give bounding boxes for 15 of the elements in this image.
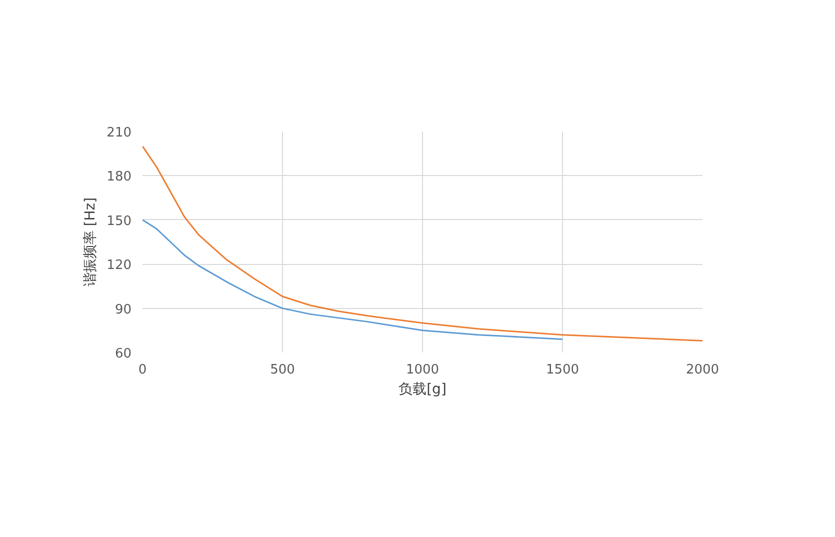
y-tick-label: 60	[114, 346, 132, 362]
x-axis-title: 负载[g]	[398, 382, 446, 398]
y-tick-label: 150	[106, 214, 132, 229]
x-tick-label: 1000	[406, 362, 440, 378]
y-tick-label: 180	[106, 170, 132, 185]
x-tick-label: 2000	[686, 362, 720, 378]
y-tick-label: 210	[106, 126, 132, 140]
line-series	[142, 145, 702, 342]
line-series	[142, 219, 564, 340]
x-tick-label: 0	[138, 362, 147, 378]
x-tick-label: 1500	[546, 362, 580, 378]
y-axis-title: 谐振频率 [Hz]	[82, 197, 99, 287]
x-tick-label: 500	[270, 362, 295, 378]
y-tick-label: 120	[106, 258, 132, 274]
y-tick-label: 90	[114, 302, 132, 318]
